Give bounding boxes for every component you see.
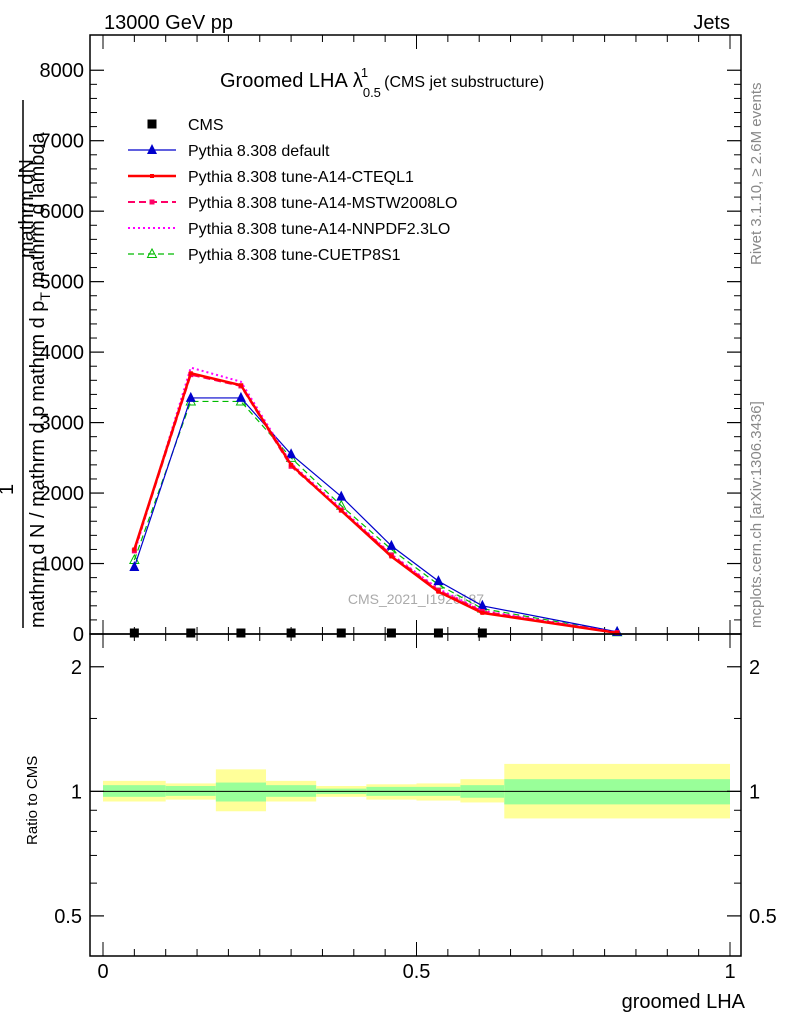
data-point-default: [235, 391, 246, 402]
legend-label-cuetp: Pythia 8.308 tune-CUETP8S1: [188, 247, 401, 264]
ratio-y-tick-label-right: 1: [749, 781, 760, 803]
main-y-tick-label: 7000: [40, 131, 85, 153]
data-point-cteql1: [132, 547, 137, 552]
data-point-cteql1: [188, 371, 193, 376]
legend-label-mstw: Pythia 8.308 tune-A14-MSTW2008LO: [188, 195, 457, 212]
legend-label-cteql1: Pythia 8.308 tune-A14-CTEQL1: [188, 169, 414, 186]
data-point-cteql1: [389, 554, 394, 559]
series-line-nnpdf: [133, 366, 618, 634]
data-point-cuetp: [146, 247, 158, 258]
data-point-default: [477, 599, 488, 610]
data-point-default: [129, 561, 140, 572]
data-point-cms: [286, 628, 296, 638]
main-panel: 0 1000 2000 3000 4000 5000 6000 7000 8000: [40, 34, 742, 646]
ratio-x-tick-label: 0.5: [403, 961, 431, 983]
main-y-tick-label: 1000: [40, 554, 85, 576]
main-y-tick-label: 3000: [40, 413, 85, 435]
data-point-cms: [386, 628, 396, 638]
main-y-tick-label: 0: [73, 624, 84, 646]
main-y-axis-label: mathrm dN 1 mathrm d N / mathrm d pmathr…: [0, 100, 53, 628]
ratio-y-axis-label: Ratio to CMS: [24, 756, 41, 845]
ratio-y-tick-label: 0.5: [54, 906, 82, 928]
ratio-panel: 0 0.5 1 0.5 0.5 1 1 2 2: [54, 633, 777, 983]
ratio-band-inner: [215, 782, 267, 802]
data-point-cms: [236, 628, 246, 638]
mcplots-label: mcplots.cern.ch [arXiv:1306.3436]: [748, 401, 765, 628]
legend-label-cms: CMS: [188, 117, 224, 134]
header-right: Jets: [693, 12, 730, 34]
data-point-default: [286, 448, 297, 459]
ylabel-numerator: mathrm dN: [16, 159, 38, 258]
legend-label-nnpdf: Pythia 8.308 tune-A14-NNPDF2.3LO: [188, 221, 450, 238]
ylabel-denominator: mathrm d N / mathrm d pmathrm d pTmathrm…: [27, 132, 53, 628]
data-point-cms: [477, 628, 487, 638]
data-point-default: [433, 575, 444, 586]
legend: CMS Pythia 8.308 default Pythia 8.308 tune…: [128, 117, 457, 264]
data-point-cteql1: [289, 462, 294, 467]
ratio-x-tick-label: 0: [97, 961, 108, 983]
ratio-y-tick-label-right: 2: [749, 657, 760, 679]
title-main: Groomed LHA: [220, 70, 348, 92]
series-line-cuetp: [133, 400, 618, 633]
ylabel-prefix: 1: [0, 484, 18, 495]
data-point-cms: [336, 628, 346, 638]
main-y-tick-label: 6000: [40, 201, 85, 223]
legend-label-default: Pythia 8.308 default: [188, 143, 330, 160]
plot-title: Groomed LHA λ0.51(CMS jet substructure): [220, 65, 544, 100]
ratio-y-tick-label: 2: [71, 657, 82, 679]
main-y-tick-label: 8000: [40, 60, 85, 82]
data-point-cteql1: [480, 610, 485, 615]
ratio-x-tick-label: 1: [724, 961, 735, 983]
data-point-cteql1: [339, 508, 344, 513]
data-point-cteql1: [436, 589, 441, 594]
watermark: CMS_2021_I1920187: [348, 591, 484, 607]
main-y-tick-label: 5000: [40, 272, 85, 294]
ratio-y-tick-label-right: 0.5: [749, 906, 777, 928]
main-y-tick-label: 4000: [40, 342, 85, 364]
data-point-cms: [433, 628, 443, 638]
data-point-default: [185, 391, 196, 402]
header-left: 13000 GeV pp: [104, 12, 233, 34]
data-point-default: [386, 539, 397, 550]
main-y-tick-label: 2000: [40, 483, 85, 505]
ratio-frame: [89, 633, 742, 957]
data-point-default: [336, 490, 347, 501]
data-point-mstw: [149, 199, 155, 205]
data-point-cms: [186, 628, 196, 638]
data-point-cteql1: [615, 630, 620, 635]
x-axis-label: groomed LHA: [622, 991, 746, 1013]
data-point-cteql1: [150, 174, 154, 178]
ratio-y-tick-label: 1: [71, 781, 82, 803]
data-point-cms: [129, 628, 139, 638]
data-point-cms: [147, 119, 157, 129]
rivet-label: Rivet 3.1.10, ≥ 2.6M events: [748, 83, 765, 266]
data-point-default: [147, 144, 157, 154]
data-point-cteql1: [238, 383, 243, 388]
